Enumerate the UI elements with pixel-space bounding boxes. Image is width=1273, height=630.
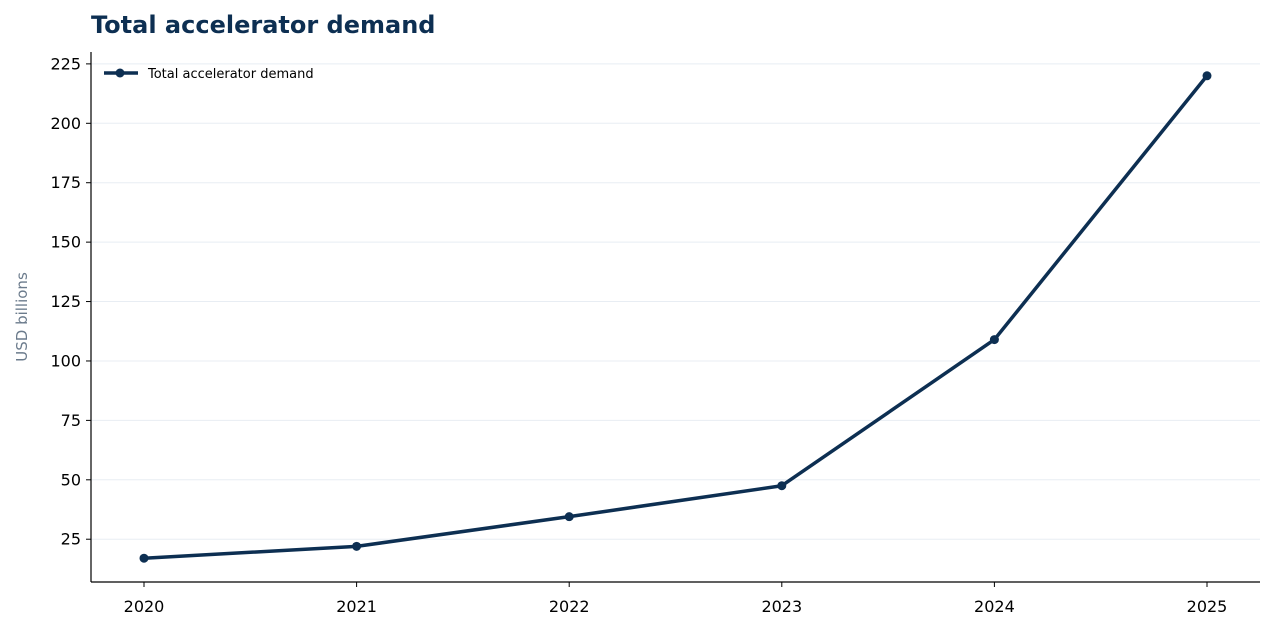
y-ticks: 25 50 75 100 125 150 175 200 225 — [50, 54, 91, 549]
x-tick-label: 2025 — [1187, 597, 1228, 616]
y-tick-label: 100 — [50, 351, 81, 370]
y-tick-label: 200 — [50, 114, 81, 133]
legend-marker — [115, 68, 125, 78]
y-tick-label: 25 — [61, 530, 81, 549]
x-tick-label: 2022 — [549, 597, 590, 616]
x-tick-label: 2021 — [336, 597, 377, 616]
data-point — [989, 335, 999, 345]
data-point — [564, 512, 574, 522]
axes — [90, 52, 1260, 583]
series-group — [139, 71, 1212, 563]
y-tick-label: 125 — [50, 292, 81, 311]
x-ticks: 2020 2021 2022 2023 2024 2025 — [124, 582, 1228, 616]
y-tick-label: 150 — [50, 233, 81, 252]
series-line — [142, 74, 1209, 560]
data-point — [777, 481, 787, 491]
chart-title: Total accelerator demand — [91, 11, 435, 39]
legend-label: Total accelerator demand — [147, 67, 314, 82]
x-tick-label: 2020 — [124, 597, 165, 616]
data-point — [1202, 71, 1212, 81]
legend: Total accelerator demand — [104, 67, 314, 82]
x-tick-label: 2023 — [761, 597, 802, 616]
x-tick-label: 2024 — [974, 597, 1015, 616]
y-axis-label: USD billions — [13, 272, 31, 362]
data-point — [352, 541, 362, 551]
y-tick-label: 225 — [50, 54, 81, 73]
grid — [91, 63, 1260, 540]
y-tick-label: 50 — [61, 470, 81, 489]
y-tick-label: 75 — [61, 411, 81, 430]
data-point — [139, 553, 149, 563]
y-tick-label: 175 — [50, 173, 81, 192]
